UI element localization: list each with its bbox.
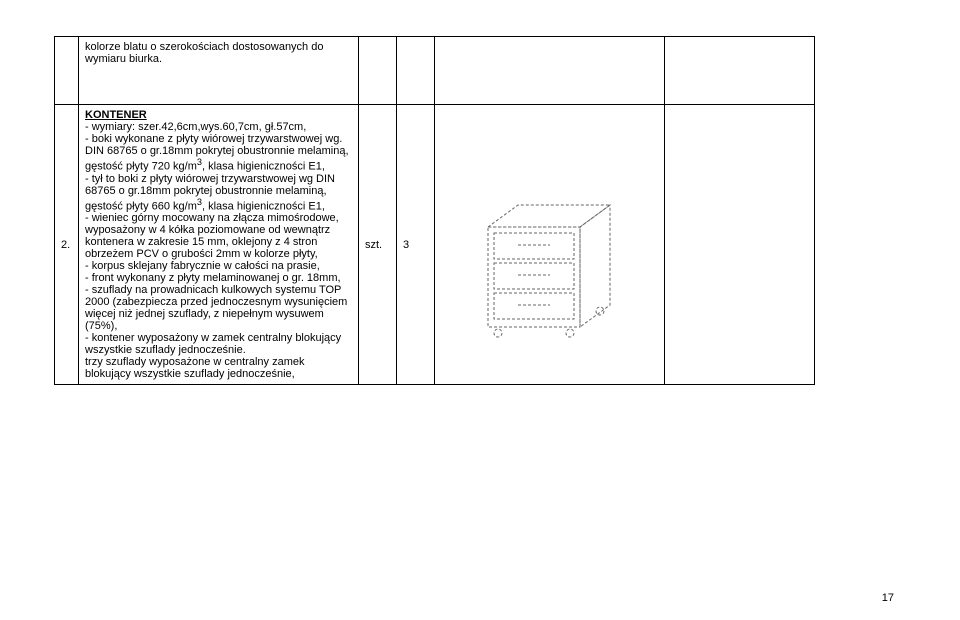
spec-table: kolorze blatu o szerokościach dostosowan… <box>54 36 815 385</box>
cell-image <box>435 37 665 105</box>
row2-unit: szt. <box>365 239 382 251</box>
row2-line: , klasa higieniczności E1, <box>202 200 325 212</box>
row2-line: - wieniec górny mocowany na złącza mimoś… <box>85 212 339 260</box>
drawer-cabinet-icon <box>470 199 630 349</box>
cell-image <box>435 105 665 385</box>
row2-line: trzy szuflady wyposażone w centralny zam… <box>85 356 304 380</box>
row2-line: - korpus sklejany fabrycznie w całości n… <box>85 260 320 272</box>
cell-qty: 3 <box>397 105 435 385</box>
cell-blank <box>665 105 815 385</box>
row2-title: KONTENER <box>85 109 147 121</box>
row2-line: - szuflady na prowadnicach kulkowych sys… <box>85 284 347 332</box>
table-row: kolorze blatu o szerokościach dostosowan… <box>55 37 815 105</box>
row2-line: - wymiary: szer.42,6cm,wys.60,7cm, gł.57… <box>85 121 306 133</box>
cell-num: 2. <box>55 105 79 385</box>
cell-blank <box>665 37 815 105</box>
row2-line: - kontener wyposażony w zamek centralny … <box>85 332 341 356</box>
cell-num <box>55 37 79 105</box>
table-row: 2. KONTENER - wymiary: szer.42,6cm,wys.6… <box>55 105 815 385</box>
cell-unit <box>359 37 397 105</box>
row1-desc-text: kolorze blatu o szerokościach dostosowan… <box>85 41 323 65</box>
page-number: 17 <box>882 592 894 604</box>
cell-unit: szt. <box>359 105 397 385</box>
row2-line: , klasa higieniczności E1, <box>202 161 325 173</box>
row2-line: - front wykonany z płyty melaminowanej o… <box>85 272 341 284</box>
cell-desc: KONTENER - wymiary: szer.42,6cm,wys.60,7… <box>79 105 359 385</box>
cell-desc: kolorze blatu o szerokościach dostosowan… <box>79 37 359 105</box>
row2-num: 2. <box>61 239 70 251</box>
row2-qty: 3 <box>403 239 409 251</box>
cell-qty <box>397 37 435 105</box>
